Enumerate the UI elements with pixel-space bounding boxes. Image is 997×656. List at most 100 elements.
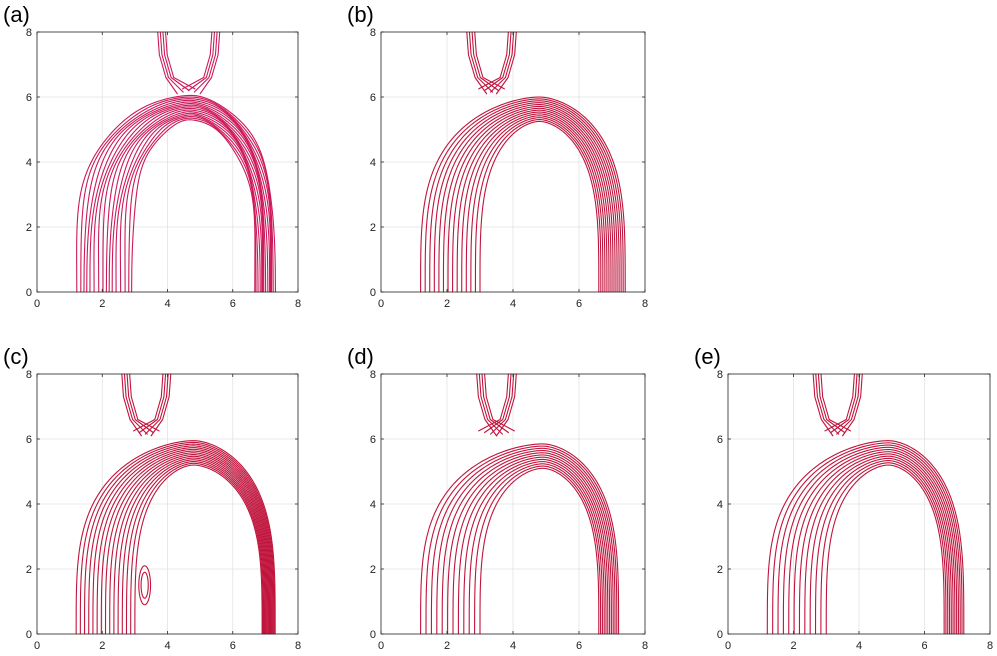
contour-line [111,111,264,293]
x-tick-label: 0 [34,640,40,652]
y-tick-label: 4 [370,499,376,511]
x-tick-label: 8 [642,640,648,652]
contour-line [102,106,267,293]
contour-line [777,444,961,635]
contour-line [113,455,268,635]
contour-line [425,445,618,635]
contour-loop [138,565,152,606]
y-tick-label: 6 [370,92,376,104]
contour-line [76,94,276,293]
contour-line [89,101,272,293]
contour-line [138,373,167,434]
contour-line [424,98,624,293]
y-tick-label: 8 [26,27,32,39]
x-tick-label: 2 [444,298,450,310]
x-tick-label: 8 [295,298,301,310]
contour-line [436,449,614,635]
contour-line [809,457,951,635]
contour-line [812,373,834,437]
panel-c: (c) 0 2 4 6 8 0 2 4 6 8 [3,344,301,652]
panel-label: (c) [3,344,29,369]
contour-line [181,31,213,90]
contour-line [793,451,956,635]
contour-line [79,441,275,635]
x-tick-label: 4 [164,640,170,652]
contour-line [474,31,505,90]
contour-line [88,445,273,635]
y-tick-label: 8 [370,369,376,381]
contour-line [96,448,272,635]
y-tick-label: 4 [370,157,376,169]
contour-line [108,109,264,293]
y-tick-label: 4 [717,499,723,511]
x-tick-label: 8 [642,298,648,310]
y-tick-label: 6 [26,92,32,104]
contour-line [495,373,517,437]
y-tick-label: 0 [26,629,32,641]
contour-line [130,462,264,635]
x-tick-label: 6 [576,640,582,652]
contour-line [798,453,954,635]
contour-line [128,117,257,293]
x-tick-label: 4 [856,640,862,652]
contour-line [86,99,272,293]
contour-line [490,31,515,93]
y-tick-label: 8 [26,369,32,381]
contour-line [199,31,221,95]
y-tick-label: 6 [26,434,32,446]
contour-line [484,373,512,434]
contour-line [105,107,265,293]
contour-line [97,104,269,293]
contour-line [157,31,178,95]
y-tick-label: 4 [26,499,32,511]
contour-line [420,96,626,293]
contour-line [133,373,164,432]
contour-line [804,455,952,635]
panel-d: (d) 0 2 4 6 8 0 2 4 6 8 [347,344,648,652]
panel-b: (b) 0 2 4 6 8 0 2 4 6 8 [347,2,648,310]
contour-line [447,454,611,635]
contour-line [766,440,965,635]
contour-line [420,443,620,635]
contour-line [470,117,604,293]
contour-line [442,105,616,293]
x-tick-label: 0 [34,298,40,310]
y-tick-label: 2 [26,564,32,576]
contour-line [92,447,272,635]
y-tick-label: 2 [26,222,32,234]
y-tick-label: 0 [26,287,32,299]
contour-line [134,464,263,635]
contour-line [126,373,154,434]
contour-line [788,448,958,635]
contour-line [495,31,517,95]
contour-line [468,463,603,635]
contour-line [817,373,846,434]
contour-line [836,373,861,435]
contour-line [121,373,142,437]
contour-line [772,442,963,635]
x-tick-label: 6 [921,640,927,652]
contour-line [471,31,500,92]
contour-line [825,464,945,635]
contour-line [164,31,196,90]
x-tick-label: 4 [510,298,516,310]
x-tick-label: 8 [295,640,301,652]
panel-label: (b) [347,2,374,27]
contour-line [119,114,261,293]
contour-line [193,31,218,93]
y-tick-label: 8 [717,369,723,381]
contour-line [490,373,515,435]
contour-line [466,31,488,95]
x-tick-label: 2 [99,640,105,652]
contour-line [463,461,605,635]
contour-line [478,31,509,90]
panel-a: (a) 0 2 4 6 8 0 2 4 6 8 [3,2,301,310]
contour-line [75,440,276,635]
contour-line [478,373,509,432]
contour-line [479,120,600,293]
contour-line [815,373,840,435]
y-tick-label: 6 [717,434,723,446]
contour-line [438,103,618,293]
contour-line [478,373,503,435]
